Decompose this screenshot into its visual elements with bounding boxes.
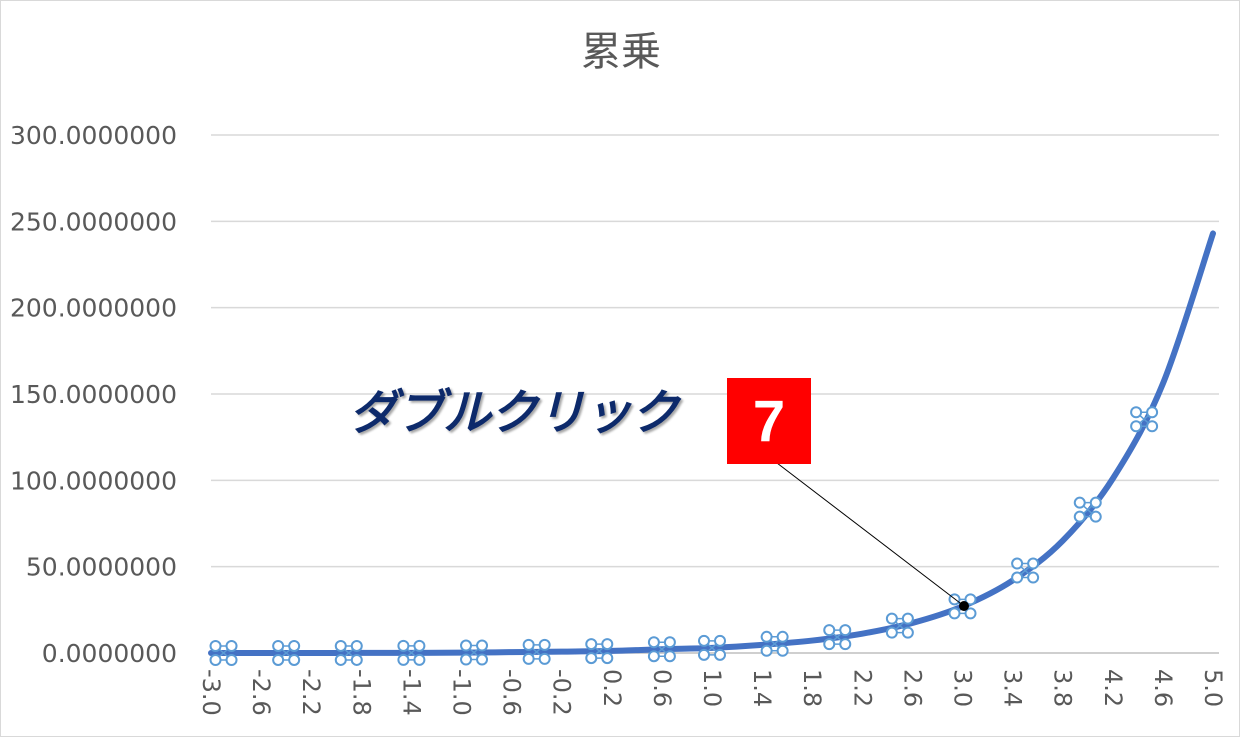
y-tick-label: 0.0000000 (42, 639, 177, 668)
data-point-marker[interactable] (647, 636, 676, 663)
double-click-callout: ダブルクリック (349, 385, 679, 441)
y-tick-label: 250.0000000 (10, 207, 177, 236)
data-point-marker[interactable] (397, 639, 426, 666)
x-tick-label: 1.4 (748, 669, 776, 707)
y-tick-label: 50.0000000 (26, 553, 177, 582)
y-tick-label: 200.0000000 (10, 294, 177, 323)
data-point-marker[interactable] (698, 634, 726, 661)
x-tick-label: -3.0 (197, 669, 225, 716)
x-tick-label: 2.6 (898, 669, 926, 707)
data-point-marker[interactable] (1130, 406, 1159, 433)
data-point-marker[interactable] (522, 638, 551, 665)
x-tick-label: -2.2 (297, 669, 325, 716)
x-tick-label: 4.6 (1149, 669, 1177, 707)
x-tick-label: -1.0 (448, 669, 476, 716)
data-point-marker[interactable] (460, 639, 489, 666)
x-tick-label: 3.4 (999, 669, 1027, 707)
x-tick-label: 1.8 (798, 669, 826, 707)
data-point-marker[interactable] (209, 639, 238, 666)
data-point-marker[interactable] (948, 593, 977, 620)
x-tick-label: 0.6 (648, 669, 676, 707)
x-tick-label: 5.0 (1199, 669, 1227, 707)
data-point-marker[interactable] (885, 612, 914, 639)
data-point-marker[interactable] (334, 639, 363, 666)
x-tick-label: -1.4 (397, 669, 425, 716)
y-tick-label: 300.0000000 (10, 121, 177, 150)
y-tick-label: 100.0000000 (10, 466, 177, 495)
x-tick-label: -2.6 (247, 669, 275, 716)
x-tick-label: 3.8 (1049, 669, 1077, 707)
x-tick-label: 3.0 (949, 669, 977, 707)
data-point-marker[interactable] (1011, 557, 1040, 584)
callout-target-point (959, 601, 969, 611)
series-line[interactable] (208, 230, 1216, 656)
x-tick-label: 1.0 (698, 669, 726, 707)
data-point-marker[interactable] (1073, 496, 1102, 523)
x-tick-label: -1.8 (347, 669, 375, 716)
data-point-marker[interactable] (760, 630, 789, 657)
data-point-marker[interactable] (585, 638, 614, 665)
x-tick-label: 0.2 (598, 669, 626, 707)
x-tick-label: 2.2 (848, 669, 876, 707)
x-tick-label: -0.2 (548, 669, 576, 716)
step-badge: 7 (727, 378, 811, 464)
callout-leader-line (776, 462, 965, 607)
x-tick-label: -0.6 (498, 669, 526, 716)
y-tick-label: 150.0000000 (10, 380, 177, 409)
data-point-marker[interactable] (272, 639, 301, 666)
data-point-marker[interactable] (823, 624, 852, 651)
x-tick-label: 4.2 (1099, 669, 1127, 707)
chart-title: 累乗 (581, 29, 661, 75)
